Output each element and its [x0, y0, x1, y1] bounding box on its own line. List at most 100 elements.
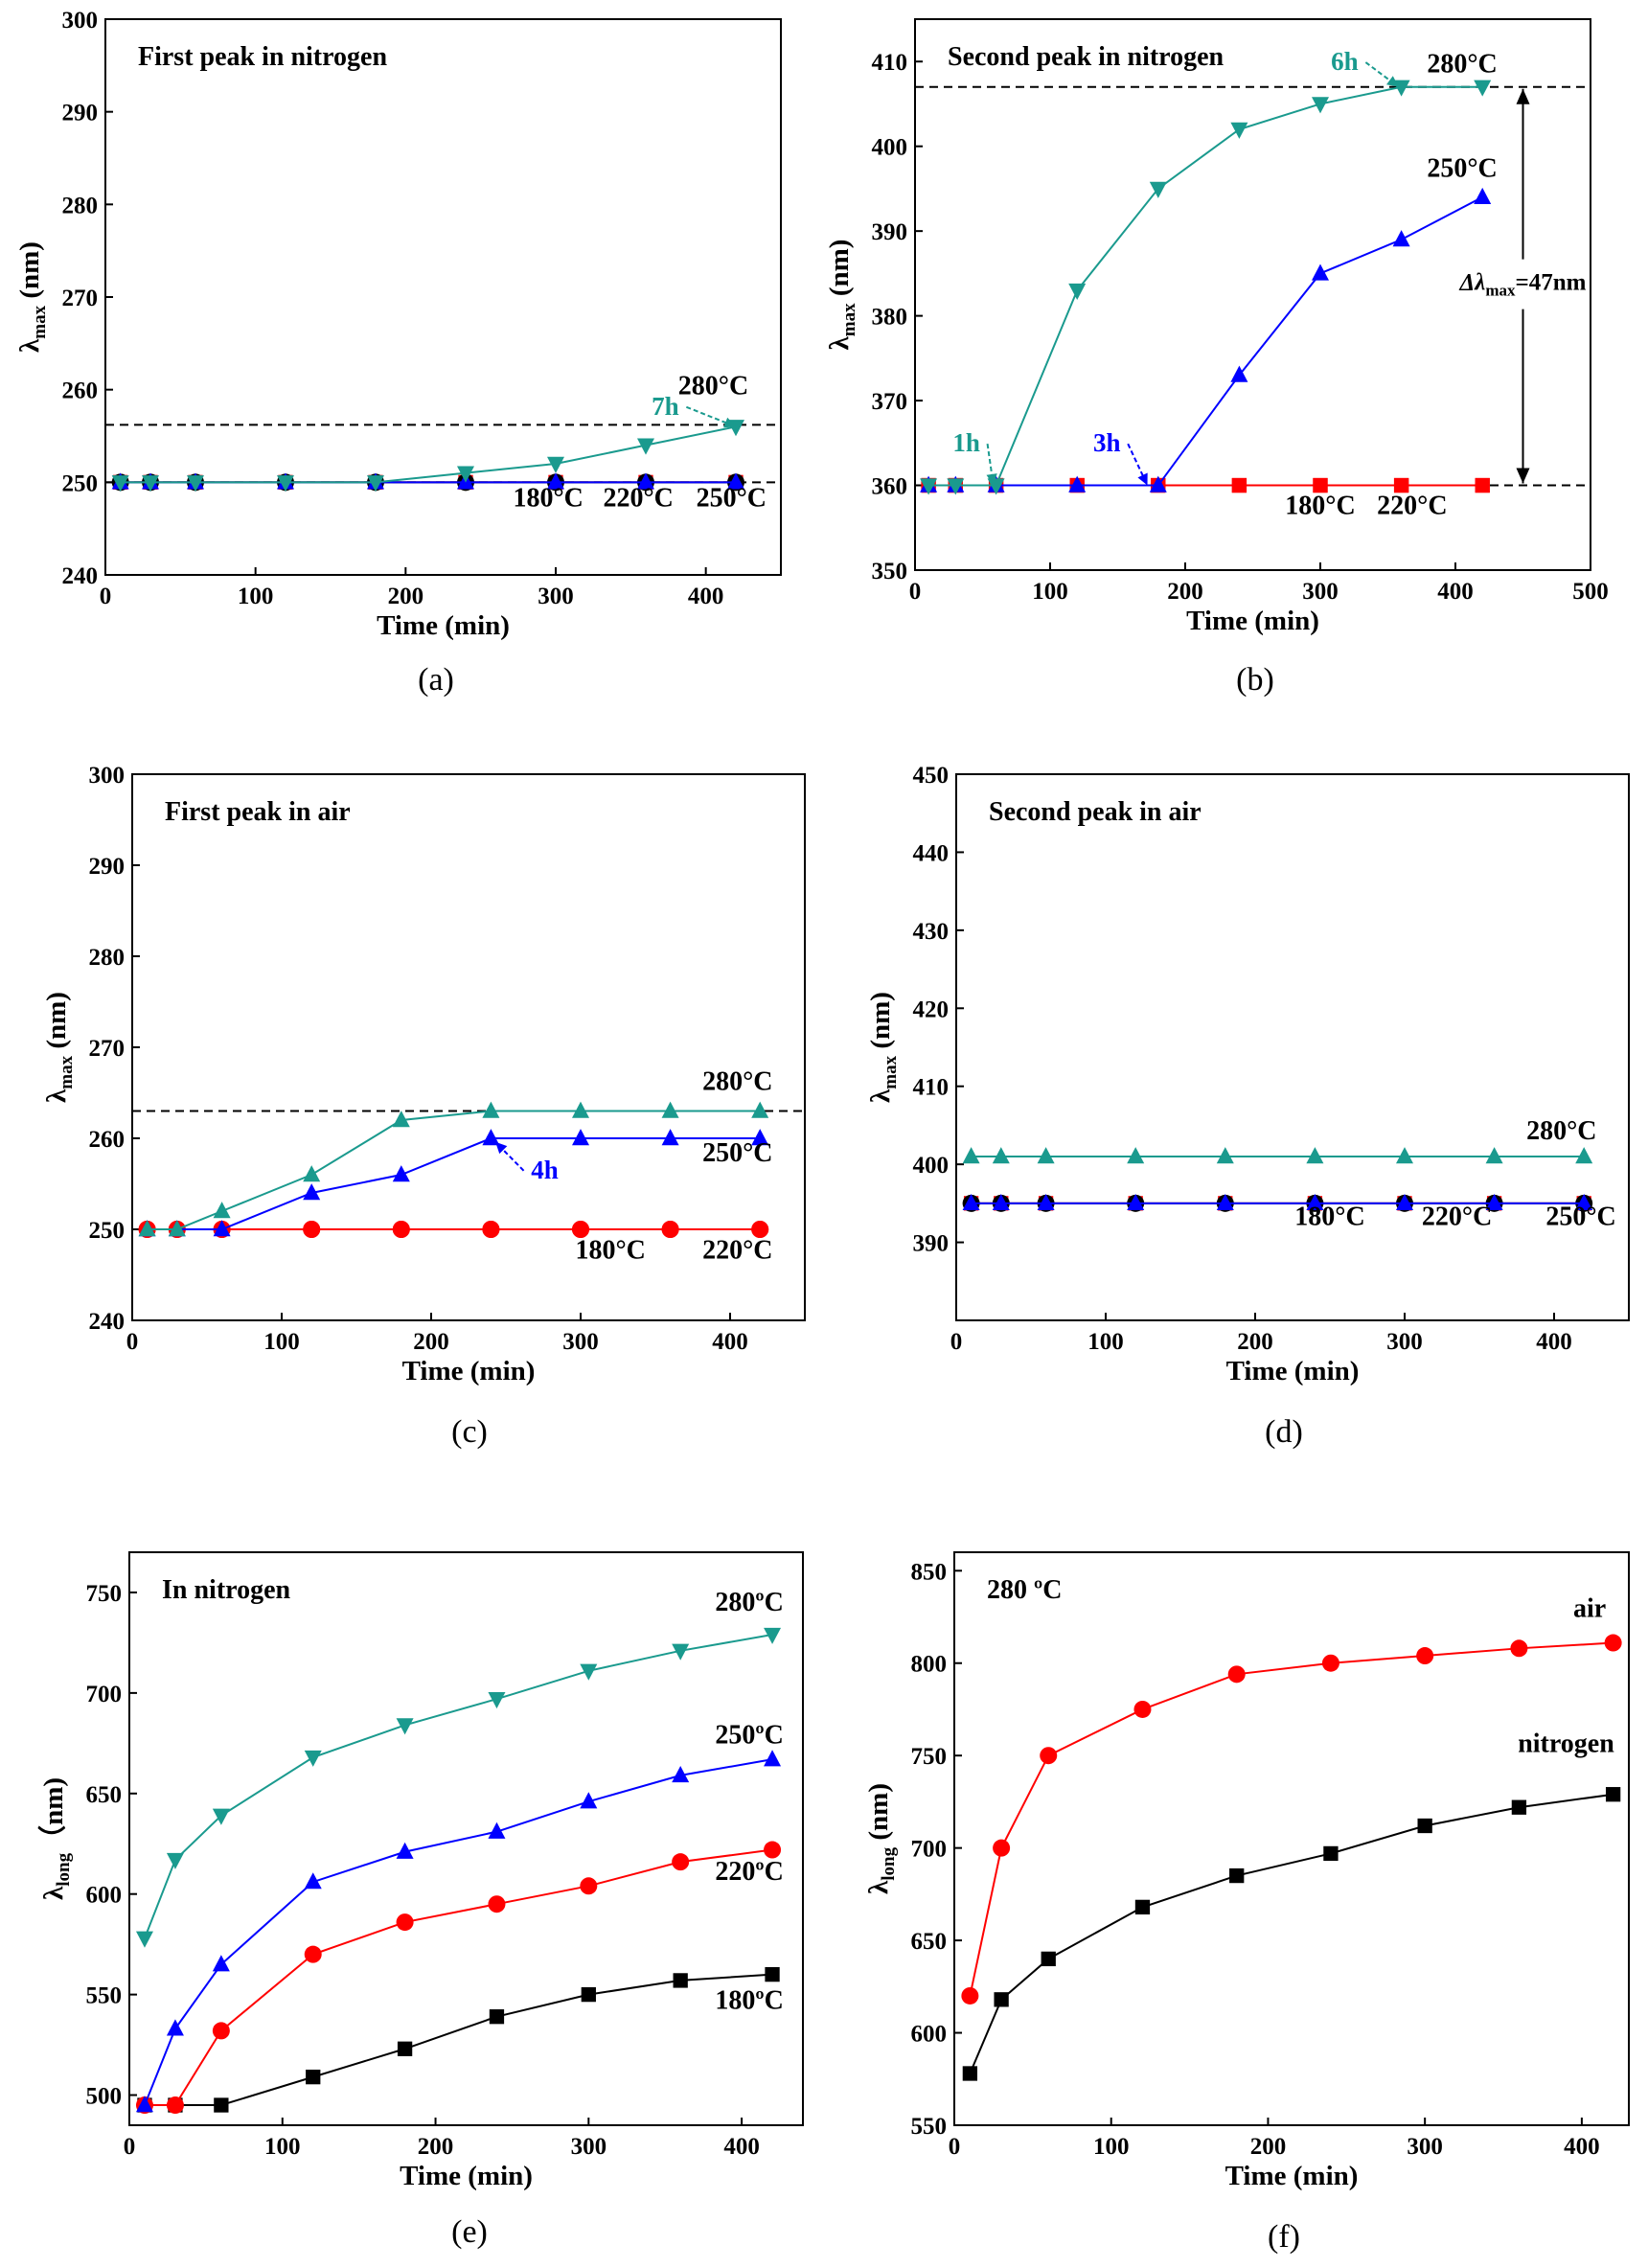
data-point	[1323, 1845, 1339, 1862]
x-tick-label: 400	[1536, 1329, 1572, 1355]
y-tick-label: 450	[913, 763, 950, 789]
series-label: 280°C	[1526, 1116, 1596, 1146]
data-point	[168, 1220, 186, 1237]
data-point	[727, 472, 744, 490]
x-tick-label: 300	[538, 584, 574, 609]
plot-frame	[955, 773, 1630, 1321]
data-point	[1474, 187, 1492, 204]
x-tick-label: 200	[418, 2134, 454, 2160]
data-point	[213, 1202, 231, 1219]
data-point	[214, 2097, 229, 2113]
data-point	[764, 1627, 782, 1644]
data-point	[1321, 1654, 1339, 1672]
series-label: 220°C	[603, 483, 673, 513]
series-label: 220ºC	[715, 1857, 783, 1887]
data-point	[142, 475, 159, 493]
data-point	[138, 1220, 156, 1237]
data-point	[637, 438, 654, 455]
series-label: 250°C	[702, 1138, 772, 1168]
annotation-arrowhead	[1137, 472, 1148, 486]
x-tick-label: 0	[126, 1329, 139, 1355]
data-point	[1230, 122, 1248, 139]
panel-caption: (f)	[1268, 2219, 1300, 2255]
data-point	[1229, 1867, 1245, 1884]
y-tick-label: 260	[62, 378, 99, 404]
x-axis-label: Time (min)	[400, 2161, 533, 2191]
plot-frame	[914, 18, 1591, 571]
data-point	[1231, 477, 1247, 493]
y-tick-label: 280	[62, 193, 99, 218]
y-tick-label: 370	[872, 389, 908, 415]
data-point	[482, 1129, 500, 1146]
y-tick-label: 410	[913, 1075, 950, 1101]
data-point	[1417, 1818, 1432, 1834]
panel-caption: (c)	[451, 1414, 488, 1450]
data-point	[1037, 1193, 1055, 1211]
series-line	[147, 1137, 761, 1230]
series-line	[969, 1641, 1614, 1997]
x-tick-label: 100	[263, 1329, 300, 1355]
x-tick-label: 300	[562, 1329, 599, 1355]
series-label: 280°C	[1427, 50, 1497, 80]
data-point	[1306, 1193, 1324, 1211]
data-point	[765, 1966, 780, 1982]
chart-panel: 0 100 200 300 400 550 600 650 700 750 800 850 Time (…	[863, 1551, 1630, 2255]
data-point	[135, 1931, 153, 1948]
series-label: 220°C	[1422, 1203, 1492, 1232]
data-point	[920, 478, 938, 495]
y-tick-label: 380	[872, 305, 908, 331]
data-point	[303, 1183, 321, 1201]
data-point	[488, 1691, 506, 1709]
series-label: 280°C	[702, 1067, 772, 1097]
x-axis-label: Time (min)	[402, 1356, 536, 1386]
data-point	[672, 1853, 690, 1871]
series-line	[969, 1793, 1614, 2074]
series-label: 180°C	[575, 1235, 645, 1265]
chart-panel: 0 100 200 300 400 500 550 600 650 700 750 Time (min…	[37, 1551, 804, 2250]
y-tick-label: 800	[911, 1652, 948, 1678]
x-tick-label: 100	[1093, 2134, 1130, 2160]
annotation-label: 3h	[1093, 428, 1121, 457]
data-point	[1474, 80, 1492, 97]
data-point	[992, 1147, 1010, 1164]
series-label: 250°C	[1545, 1203, 1615, 1232]
y-tick-label: 290	[89, 854, 126, 880]
data-point	[397, 2041, 413, 2056]
delta-arrowhead-bottom	[1516, 468, 1530, 484]
series-label: 250ºC	[715, 1720, 783, 1750]
y-tick-label: 300	[62, 8, 99, 34]
data-point	[751, 1101, 769, 1118]
y-tick-label: 700	[911, 1837, 948, 1863]
data-point	[1037, 1147, 1055, 1164]
plot-frame	[953, 1551, 1630, 2126]
delta-arrowhead-top	[1516, 88, 1530, 104]
chart-panel: 0 100 200 300 400 500 350 360 370 380 390 400 410 Tim…	[824, 18, 1609, 698]
y-tick-label: 700	[86, 1682, 123, 1707]
chart-title: First peak in air	[165, 797, 351, 827]
data-point	[306, 2069, 321, 2085]
series-label: 180°C	[1285, 492, 1355, 521]
series-label: 220°C	[702, 1235, 772, 1265]
data-point	[547, 456, 564, 473]
data-point	[1149, 475, 1167, 493]
data-point	[993, 1839, 1011, 1857]
data-point	[1127, 1193, 1145, 1211]
data-point	[1313, 477, 1328, 493]
chart-panel: 0 100 200 300 400 240 250 260 270 280 290 300 Time (…	[41, 763, 806, 1450]
data-point	[572, 1101, 589, 1118]
data-point	[1510, 1639, 1528, 1658]
series-line	[144, 1758, 773, 2106]
data-point	[1575, 1193, 1593, 1211]
data-point	[1040, 1747, 1058, 1765]
data-point	[303, 1165, 321, 1182]
data-point	[947, 478, 965, 495]
series-line	[120, 425, 737, 484]
data-point	[547, 472, 564, 490]
data-point	[457, 466, 474, 483]
y-tick-label: 410	[872, 50, 908, 76]
x-tick-label: 200	[1237, 1329, 1273, 1355]
x-tick-label: 400	[688, 584, 724, 609]
data-point	[1227, 1665, 1246, 1684]
y-tick-label: 350	[872, 559, 908, 584]
series-label: 180°C	[513, 483, 583, 513]
